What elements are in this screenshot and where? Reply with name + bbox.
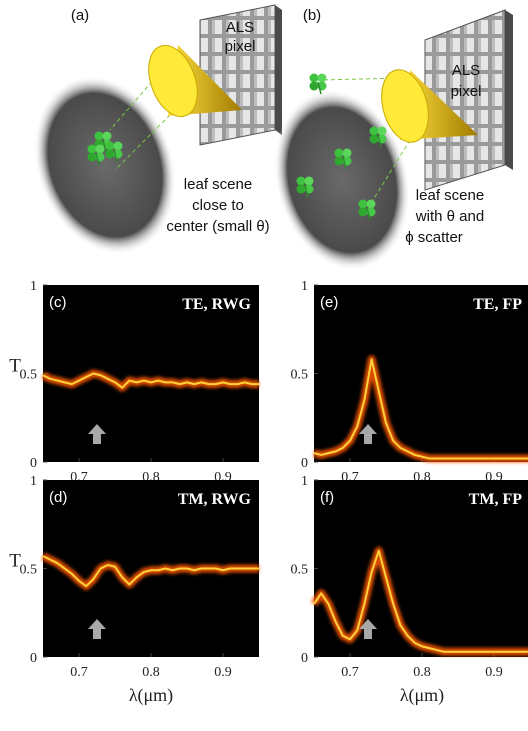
panel-label: (f) [320, 489, 334, 506]
x-tick-label: 0.8 [413, 665, 431, 680]
panel-label: (b) [303, 7, 321, 24]
y-tick-label: 0.5 [20, 368, 38, 383]
diagram-a: (a) ALS pixel leaf scene close to center… [33, 4, 282, 255]
caption: leaf scene [416, 187, 484, 204]
y-tick-label: 0 [30, 651, 37, 666]
arrow [359, 619, 377, 639]
arrow [88, 619, 106, 639]
plot-area [43, 285, 259, 462]
y-tick-label: 0 [301, 651, 308, 666]
diagram-b: (b) ALS pixel leaf scene with θ and ϕ sc… [273, 7, 513, 271]
plot-area [314, 285, 528, 462]
sensor-label: pixel [451, 83, 482, 100]
panel-label: (a) [71, 7, 89, 24]
panel-label: (e) [320, 294, 338, 311]
x-tick-label: 0.9 [214, 665, 232, 680]
sensor-label: ALS [452, 62, 480, 79]
y-tick-label: 1 [30, 474, 37, 489]
y-tick-label: 0.5 [291, 563, 309, 578]
y-tick-label: 1 [301, 279, 308, 294]
caption: ϕ scatter [405, 229, 463, 246]
sensor-label: pixel [225, 38, 256, 55]
x-tick-label: 0.9 [485, 665, 503, 680]
chart-title: TM, RWG [178, 491, 252, 508]
spectrum-line [42, 372, 259, 389]
caption: close to [192, 197, 244, 214]
x-tick-label: 0.8 [142, 665, 160, 680]
chart-title: TM, FP [469, 491, 523, 508]
chart-title: TE, RWG [182, 296, 251, 313]
caption: with θ and [415, 208, 484, 225]
x-axis-label: λ(μm) [129, 685, 173, 706]
caption: center (small θ) [166, 218, 269, 235]
caption: leaf scene [184, 176, 252, 193]
y-tick-label: 0 [301, 456, 308, 471]
spectrum-line [313, 549, 528, 653]
y-tick-label: 0 [30, 456, 37, 471]
arrow [88, 424, 106, 444]
y-tick-label: 1 [301, 474, 308, 489]
spectrum-line [313, 358, 528, 460]
y-tick-label: 1 [30, 279, 37, 294]
charts: 0 0.5 1 0.7 0.8 0.9 T (c) TE, RWG 0 0.5 1 0.7 0.8 0.9 (… [9, 279, 528, 706]
panel-label: (d) [49, 489, 67, 506]
arrow [359, 424, 377, 444]
y-tick-label: 0.5 [20, 563, 38, 578]
y-axis-label: T [9, 551, 21, 572]
y-tick-label: 0.5 [291, 368, 309, 383]
x-axis-label: λ(μm) [400, 685, 444, 706]
x-tick-label: 0.7 [341, 665, 359, 680]
chart-title: TE, FP [473, 296, 522, 313]
spectrum-line [42, 555, 259, 588]
panel-label: (c) [49, 294, 67, 311]
y-axis-label: T [9, 356, 21, 377]
plot-area [314, 480, 528, 657]
sensor-label: ALS [226, 19, 254, 36]
x-tick-label: 0.7 [70, 665, 88, 680]
